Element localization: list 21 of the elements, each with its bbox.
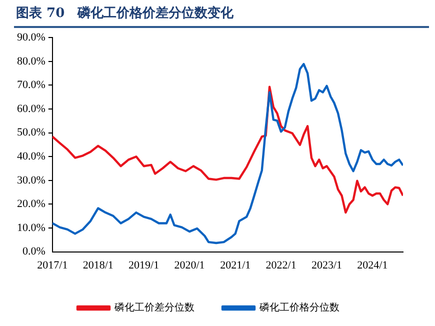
x-tick-label: 2022/1 [266, 259, 296, 272]
chart-title: 图表 70 磷化工价格价差分位数变化 [14, 4, 429, 28]
x-tick-label: 2021/1 [220, 259, 251, 272]
x-tick-label: 2019/1 [128, 259, 160, 272]
y-tick-label: 10.0% [16, 222, 46, 234]
y-tick-label: 60.0% [16, 102, 46, 115]
y-tick-label: 0.0% [22, 246, 46, 258]
y-tick-label: 40.0% [16, 150, 46, 162]
y-tick-label: 20.0% [16, 198, 46, 210]
y-tick-label: 30.0% [16, 174, 46, 186]
x-tick-label: 2020/1 [174, 259, 205, 272]
x-tick-label: 2024/1 [357, 259, 388, 272]
x-tick-label: 2018/1 [82, 259, 114, 272]
legend-label: 磷化工价差分位数 [114, 302, 194, 314]
y-tick-label: 70.0% [16, 79, 46, 92]
y-tick-label: 50.0% [16, 126, 46, 139]
y-tick-label: 90.0% [16, 31, 46, 44]
y-tick-label: 80.0% [16, 55, 46, 68]
legend-label: 磷化工价格分位数 [258, 302, 340, 314]
x-tick-label: 2023/1 [311, 259, 342, 272]
x-tick-label: 2017/1 [37, 259, 68, 272]
